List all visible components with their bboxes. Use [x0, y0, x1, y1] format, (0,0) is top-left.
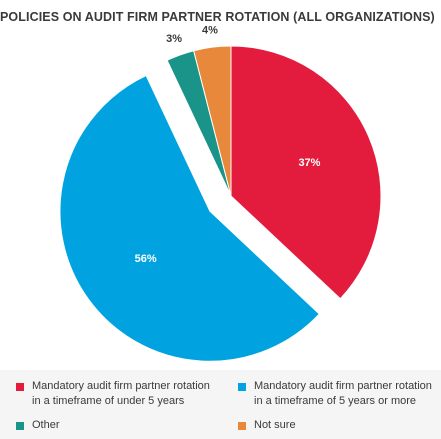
- legend-swatch-5-years-or-more: [238, 383, 246, 391]
- legend: Mandatory audit firm partner rotation in…: [0, 370, 441, 439]
- legend-label-5-years-or-more: Mandatory audit firm partner rotation in…: [254, 380, 432, 407]
- legend-label-other: Other: [32, 419, 60, 431]
- slice-label-not-sure: 4%: [202, 24, 218, 36]
- legend-swatch-under-5-years: [16, 383, 24, 391]
- slice-label-other: 3%: [166, 33, 182, 45]
- slice-label-under-5-years: 37%: [298, 157, 320, 169]
- pie-slices: [59, 45, 382, 362]
- legend-item-not-sure: Not sure: [238, 418, 296, 433]
- legend-item-other: Other: [16, 418, 60, 433]
- chart-title: POLICIES ON AUDIT FIRM PARTNER ROTATION …: [0, 10, 435, 24]
- legend-label-under-5-years: Mandatory audit firm partner rotation in…: [32, 380, 210, 407]
- legend-label-not-sure: Not sure: [254, 419, 296, 431]
- pie-slice-under-5-years: [230, 45, 382, 300]
- legend-swatch-not-sure: [238, 422, 246, 430]
- slice-label-5-years-or-more: 56%: [135, 253, 157, 265]
- legend-item-under-5-years: Mandatory audit firm partner rotation in…: [16, 379, 210, 409]
- pie-slice-not-sure: [193, 45, 232, 197]
- legend-item-5-years-or-more: Mandatory audit firm partner rotation in…: [238, 379, 432, 409]
- pie-labels: 37% 56% 3% 4%: [135, 24, 321, 265]
- legend-swatch-other: [16, 422, 24, 430]
- pie-chart: 37% 56% 3% 4%: [59, 24, 382, 362]
- pie-slice-5-years-or-more: [59, 74, 321, 362]
